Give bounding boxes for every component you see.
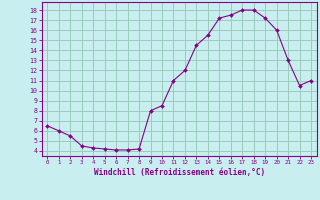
X-axis label: Windchill (Refroidissement éolien,°C): Windchill (Refroidissement éolien,°C) bbox=[94, 168, 265, 177]
